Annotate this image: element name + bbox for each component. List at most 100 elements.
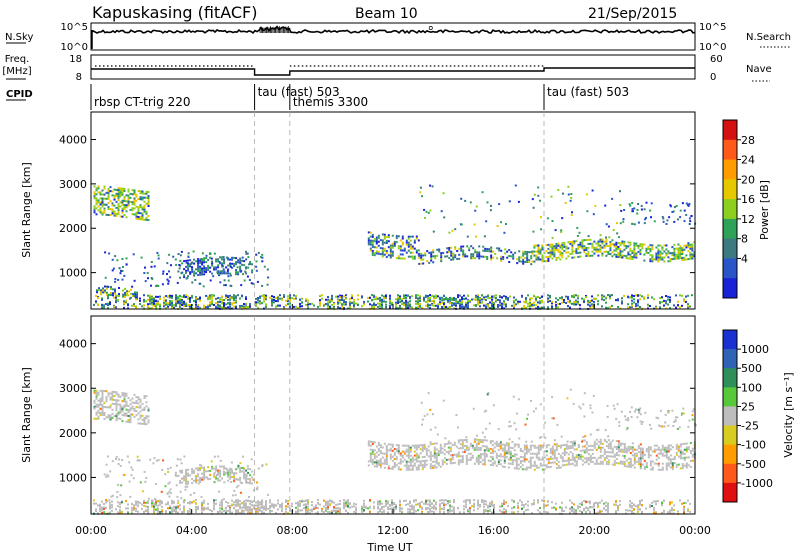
echo-cell: [687, 446, 690, 449]
echo-cell: [519, 448, 522, 450]
echo-cell: [479, 455, 482, 457]
noise-panel-frame: [90, 22, 696, 51]
echo-cell: [681, 465, 684, 468]
echo-cell: [567, 457, 570, 460]
echo-cell: [451, 456, 454, 459]
echo-cell: [671, 246, 674, 249]
ground-cell: [629, 296, 631, 299]
echo-cell: [625, 257, 628, 260]
echo-cell: [411, 245, 414, 248]
echo-cell: [131, 397, 134, 400]
ground-cell: [137, 504, 139, 507]
echo-cell: [97, 209, 100, 212]
echo-cell: [117, 399, 120, 402]
echo-cell: [465, 440, 468, 443]
sparse-cell: [103, 473, 106, 476]
echo-cell: [553, 249, 556, 252]
echo-cell: [563, 241, 566, 244]
ground-cell: [445, 296, 447, 299]
echo-cell: [541, 256, 544, 259]
echo-cell: [98, 289, 100, 292]
echo-cell: [603, 456, 606, 459]
echo-cell: [461, 447, 464, 450]
ground-cell: [187, 304, 189, 307]
ground-cell: [569, 306, 571, 309]
ground-cell: [189, 502, 191, 505]
echo-cell: [115, 403, 118, 406]
echo-cell: [490, 246, 493, 249]
echo-cell: [195, 272, 198, 275]
echo-cell: [421, 450, 424, 453]
echo-cell: [117, 195, 120, 198]
ground-cell: [119, 510, 121, 513]
ground-cell: [667, 303, 669, 306]
ground-cell: [677, 300, 679, 303]
sparse-cell: [582, 436, 585, 438]
sparse-cell: [116, 491, 119, 493]
echo-cell: [511, 447, 514, 450]
sparse-cell: [690, 215, 693, 218]
ground-cell: [485, 299, 487, 301]
echo-cell: [543, 252, 546, 255]
sparse-cell: [167, 482, 170, 485]
ground-cell: [229, 508, 231, 511]
echo-cell: [462, 249, 465, 252]
sparse-cell: [678, 426, 681, 429]
echo-cell: [495, 456, 498, 459]
echo-cell: [450, 258, 453, 261]
echo-cell: [107, 406, 110, 409]
echo-cell: [93, 195, 96, 198]
echo-cell: [433, 448, 436, 451]
echo-cell: [95, 207, 98, 210]
echo-cell: [454, 254, 457, 257]
echo-cell: [533, 464, 536, 467]
echo-cell: [191, 468, 194, 471]
echo-cell: [601, 454, 604, 457]
echo-cell: [197, 274, 200, 277]
echo-cell: [99, 397, 102, 400]
echo-cell: [651, 254, 654, 257]
sparse-cell: [176, 458, 179, 461]
echo-cell: [423, 463, 426, 466]
echo-cell: [559, 454, 562, 457]
ground-cell: [327, 298, 329, 301]
echo-cell: [579, 455, 582, 458]
echo-cell: [135, 406, 138, 409]
echo-cell: [100, 293, 102, 296]
sparse-cell: [157, 285, 160, 287]
sparse-cell: [128, 461, 131, 464]
echo-cell: [478, 251, 481, 254]
sparse-cell: [630, 416, 633, 418]
echo-cell: [517, 443, 520, 446]
echo-cell: [579, 453, 582, 456]
echo-cell: [369, 440, 372, 443]
ground-cell: [479, 299, 481, 301]
echo-cell: [545, 454, 548, 457]
echo-cell: [555, 447, 558, 450]
echo-cell: [125, 394, 128, 397]
echo-cell: [129, 415, 132, 418]
echo-cell: [463, 449, 466, 451]
echo-cell: [443, 443, 446, 446]
echo-cell: [613, 459, 616, 462]
echo-cell: [185, 269, 188, 272]
echo-cell: [617, 242, 620, 244]
ground-cell: [177, 506, 179, 509]
sparse-cell: [120, 484, 123, 487]
echo-cell: [579, 243, 582, 246]
echo-cell: [631, 252, 634, 254]
echo-cell: [563, 245, 566, 248]
echo-cell: [675, 463, 678, 466]
echo-cell: [657, 244, 660, 247]
echo-cell: [601, 460, 604, 463]
echo-cell: [665, 446, 668, 449]
sparse-cell: [423, 208, 426, 211]
echo-cell: [193, 274, 196, 277]
ground-cell: [183, 508, 185, 511]
ground-cell: [559, 302, 561, 305]
echo-cell: [483, 457, 486, 460]
echo-cell: [401, 241, 404, 244]
echo-cell: [107, 414, 110, 417]
echo-cell: [639, 457, 642, 460]
sparse-cell: [223, 271, 226, 274]
